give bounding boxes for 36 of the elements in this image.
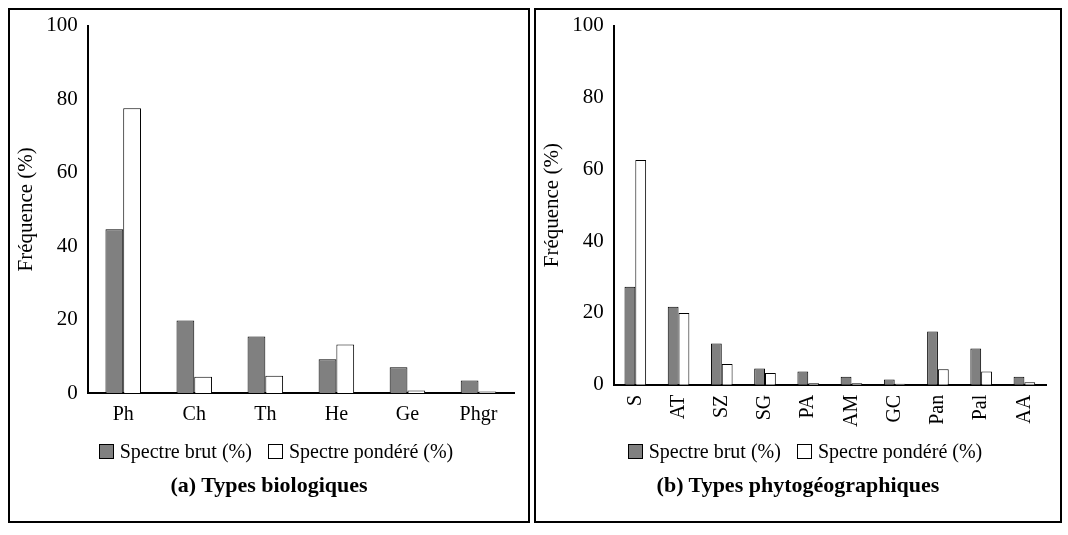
- y-tick-label: 60: [582, 155, 604, 180]
- x-tick-label: AM: [838, 394, 861, 428]
- legend-label: Spectre brut (%): [648, 439, 781, 465]
- y-tick-label: 80: [582, 83, 604, 108]
- legend-label: Spectre brut (%): [119, 439, 252, 465]
- y-axis-title: Fréquence (%): [539, 143, 564, 268]
- y-tick-label: 100: [572, 12, 604, 37]
- x-tick-label: Ph: [112, 402, 134, 425]
- x-tick-label: GC: [881, 394, 904, 423]
- x-tick-label: AA: [1011, 394, 1034, 424]
- text: (b) Types phytogéographiques: [655, 472, 941, 498]
- y-tick-label: 60: [56, 159, 78, 184]
- x-tick-label: S: [622, 394, 645, 406]
- y-tick-label: 20: [56, 306, 78, 331]
- x-tick-label: SG: [752, 394, 775, 421]
- y-tick-label: 40: [582, 227, 604, 252]
- x-tick-label: Th: [254, 402, 277, 425]
- x-tick-label: AT: [665, 394, 688, 420]
- text: Spectre pondéré (%): [288, 439, 454, 465]
- x-tick-label: Ge: [395, 402, 420, 425]
- x-tick-label: Pan: [925, 394, 948, 425]
- x-tick-label: Ch: [182, 402, 206, 425]
- x-tick-label: PA: [795, 394, 818, 419]
- x-tick-label: Pal: [968, 394, 991, 421]
- y-axis-title: Fréquence (%): [13, 147, 38, 272]
- y-tick-label: 0: [67, 379, 78, 404]
- y-tick-label: 0: [593, 371, 604, 396]
- y-tick-label: 100: [46, 12, 78, 37]
- x-tick-label: Phgr: [459, 402, 498, 426]
- y-tick-label: 40: [56, 232, 78, 257]
- y-tick-label: 80: [56, 85, 78, 110]
- text: Spectre pondéré (%): [817, 439, 983, 465]
- x-tick-label: He: [324, 402, 349, 425]
- x-tick-label: SZ: [709, 394, 732, 419]
- y-tick-label: 20: [582, 299, 604, 324]
- text: (a) Types biologiques: [169, 472, 369, 498]
